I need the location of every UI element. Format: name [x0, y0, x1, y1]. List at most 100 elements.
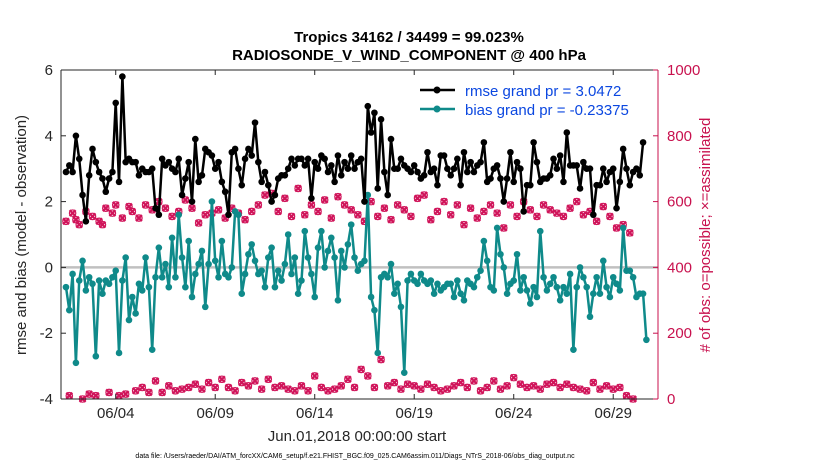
rmse-point — [639, 139, 647, 146]
obs-possible-point — [436, 386, 445, 395]
rmse-point — [507, 148, 514, 156]
rmse-point — [374, 185, 382, 192]
obs-possible-point — [247, 207, 256, 216]
bias-point — [238, 290, 246, 298]
obs-assimilated-point — [354, 210, 362, 219]
rmse-point — [603, 178, 610, 186]
obs-possible-point — [460, 220, 468, 229]
bias-point — [510, 277, 518, 284]
obs-possible-point — [264, 375, 273, 384]
obs-assimilated-point — [121, 390, 130, 398]
obs-assimilated-point — [231, 386, 239, 395]
rmse-point — [255, 158, 262, 166]
obs-possible-point — [320, 196, 329, 204]
obs-assimilated-point — [443, 385, 452, 393]
obs-possible-point — [108, 209, 117, 217]
obs-assimilated-point — [165, 382, 173, 390]
rmse-point — [109, 168, 116, 176]
obs-assimilated-point — [224, 383, 233, 392]
obs-possible-point — [499, 224, 508, 232]
obs-possible-point — [68, 209, 77, 217]
y-tick-label-right-2: 400 — [667, 259, 692, 276]
bias-series-group — [62, 191, 650, 376]
rmse-point — [155, 211, 163, 219]
rmse-point — [264, 181, 272, 189]
obs-assimilated-point — [493, 209, 501, 217]
bias-point — [145, 283, 153, 291]
obs-assimilated-point — [317, 383, 326, 392]
obs-assimilated-point — [456, 378, 465, 387]
bias-point — [619, 224, 627, 232]
bias-point — [85, 273, 93, 281]
obs-assimilated-point — [433, 207, 442, 216]
bias-point — [185, 237, 192, 245]
rmse-point — [215, 158, 222, 166]
bias-point — [550, 273, 557, 281]
obs-assimilated-point — [592, 217, 601, 226]
rmse-point — [477, 158, 484, 166]
obs-assimilated-point — [476, 386, 485, 395]
rmse-point — [500, 198, 508, 205]
rmse-point — [89, 145, 96, 153]
rmse-point — [573, 162, 581, 169]
y-tick-label-left-0: -4 — [40, 391, 53, 408]
bias-point — [211, 257, 219, 265]
obs-assimilated-point — [413, 194, 422, 203]
bias-point — [606, 293, 614, 301]
obs-assimilated-point — [436, 386, 445, 395]
rmse-point — [546, 171, 554, 179]
rmse-point — [115, 178, 123, 186]
rmse-point — [258, 178, 265, 186]
bias-point — [178, 254, 186, 261]
rmse-point — [616, 178, 624, 186]
obs-possible-point — [589, 378, 598, 387]
obs-possible-point — [101, 204, 110, 212]
rmse-point — [397, 155, 405, 163]
obs-possible-point — [317, 383, 326, 392]
obs-possible-point — [599, 202, 608, 211]
rmse-point — [172, 168, 179, 176]
obs-possible-point — [98, 220, 107, 229]
obs-possible-point — [171, 386, 180, 395]
obs-possible-point — [417, 385, 425, 393]
obs-assimilated-point — [98, 220, 107, 229]
obs-possible-point — [503, 382, 511, 390]
rmse-point — [381, 168, 388, 176]
obs-possible-point — [410, 382, 419, 390]
obs-possible-point — [576, 385, 584, 393]
bias-point — [251, 257, 259, 265]
bias-point — [430, 290, 438, 298]
obs-assimilated-point — [420, 191, 428, 199]
obs-possible-point — [383, 382, 392, 390]
bias-point — [109, 273, 116, 281]
bias-point — [517, 287, 524, 294]
obs-assimilated-point — [204, 378, 213, 387]
obs-assimilated-point — [380, 204, 389, 212]
bias-point — [616, 287, 624, 294]
bias-point — [298, 277, 305, 284]
bias-point — [89, 280, 96, 288]
obs-possible-point — [446, 210, 455, 219]
obs-assimilated-point — [543, 380, 551, 388]
bias-point — [563, 290, 571, 298]
bias-point — [142, 254, 149, 261]
obs-assimilated-point — [626, 229, 634, 237]
obs-assimilated-point — [128, 207, 137, 216]
bias-point — [483, 257, 491, 265]
rmse-point — [261, 168, 269, 176]
bias-point — [304, 254, 312, 261]
rmse-point — [434, 181, 441, 189]
obs-assimilated-point — [211, 383, 220, 392]
bias-point — [583, 283, 590, 291]
obs-possible-point — [297, 382, 306, 390]
rmse-point — [447, 171, 455, 179]
bias-point — [334, 297, 342, 304]
bias-point — [62, 283, 70, 291]
bias-point — [132, 310, 139, 317]
bias-point — [148, 346, 156, 353]
rmse-point — [626, 181, 634, 189]
axes-frame-group — [60, 69, 659, 400]
bias-point — [626, 267, 634, 274]
bias-point — [318, 227, 325, 235]
bias-point — [434, 280, 441, 288]
